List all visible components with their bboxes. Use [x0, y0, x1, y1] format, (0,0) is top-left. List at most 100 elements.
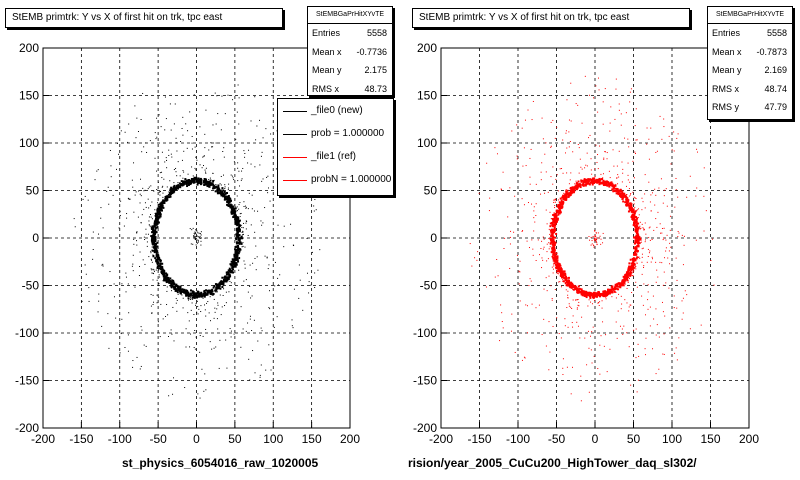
- scatter-point: [556, 211, 559, 214]
- scatter-point: [74, 226, 76, 228]
- scatter-point: [557, 265, 560, 268]
- scatter-point: [557, 204, 560, 207]
- scatter-point: [631, 275, 633, 277]
- scatter-point: [193, 236, 195, 238]
- scatter-point: [195, 232, 197, 234]
- scatter-point: [629, 273, 632, 276]
- scatter-point: [234, 264, 237, 267]
- scatter-point: [146, 151, 148, 153]
- scatter-point: [173, 188, 176, 191]
- scatter-point: [501, 321, 503, 323]
- scatter-point: [227, 269, 230, 272]
- scatter-point: [556, 264, 559, 267]
- scatter-point: [170, 187, 173, 190]
- scatter-point: [127, 334, 129, 336]
- scatter-point: [98, 293, 100, 295]
- scatter-point: [195, 232, 197, 234]
- scatter-point: [211, 348, 213, 350]
- scatter-point: [569, 283, 572, 286]
- scatter-point: [595, 295, 598, 298]
- scatter-point: [260, 155, 262, 157]
- scatter-point: [559, 203, 562, 206]
- scatter-point: [279, 274, 281, 276]
- scatter-point: [191, 179, 194, 182]
- scatter-point: [148, 256, 150, 258]
- scatter-point: [615, 284, 618, 287]
- scatter-point: [127, 141, 129, 143]
- scatter-point: [164, 96, 166, 98]
- scatter-point: [123, 225, 125, 227]
- scatter-point: [555, 259, 558, 262]
- scatter-point: [623, 195, 626, 198]
- scatter-point: [681, 234, 683, 236]
- scatter-point: [644, 314, 646, 316]
- scatter-point: [562, 196, 564, 198]
- scatter-point: [198, 240, 200, 242]
- scatter-point: [665, 282, 667, 284]
- scatter-point: [635, 198, 637, 200]
- scatter-point: [177, 182, 179, 184]
- scatter-point: [604, 151, 606, 153]
- scatter-point: [220, 194, 223, 197]
- scatter-point: [149, 140, 151, 142]
- scatter-point: [602, 179, 605, 182]
- scatter-point: [549, 229, 551, 231]
- scatter-point: [234, 222, 237, 225]
- scatter-point: [556, 174, 558, 176]
- scatter-point: [213, 294, 215, 296]
- scatter-point: [604, 294, 607, 297]
- scatter-point: [195, 179, 197, 181]
- scatter-point: [204, 293, 207, 296]
- scatter-point: [659, 115, 661, 117]
- scatter-point: [638, 256, 640, 258]
- scatter-point: [268, 344, 270, 346]
- scatter-point: [565, 130, 567, 132]
- scatter-point: [217, 184, 220, 187]
- scatter-point: [581, 316, 583, 318]
- scatter-point: [170, 282, 173, 285]
- scatter-point: [550, 231, 553, 234]
- scatter-point: [686, 196, 688, 198]
- scatter-point: [554, 267, 556, 269]
- scatter-point: [585, 292, 588, 295]
- scatter-point: [151, 259, 153, 261]
- scatter-point: [192, 243, 194, 245]
- scatter-point: [600, 292, 603, 295]
- scatter-point: [204, 133, 206, 135]
- scatter-point: [626, 202, 629, 205]
- scatter-point: [138, 275, 140, 277]
- scatter-point: [155, 212, 158, 215]
- scatter-point: [100, 217, 102, 219]
- scatter-point: [655, 308, 657, 310]
- scatter-point: [668, 135, 670, 137]
- scatter-point: [220, 281, 223, 284]
- scatter-point: [637, 343, 639, 345]
- scatter-point: [202, 181, 205, 184]
- scatter-point: [665, 188, 667, 190]
- scatter-point: [552, 235, 555, 238]
- scatter-point: [245, 279, 247, 281]
- scatter-point: [254, 372, 256, 374]
- scatter-point: [594, 235, 596, 237]
- scatter-point: [250, 224, 252, 226]
- scatter-point: [614, 288, 617, 291]
- scatter-point: [636, 262, 638, 264]
- scatter-point: [530, 280, 532, 282]
- scatter-point: [207, 290, 210, 293]
- scatter-point: [664, 315, 666, 317]
- scatter-point: [292, 327, 294, 329]
- scatter-point: [187, 183, 190, 186]
- scatter-point: [579, 337, 581, 339]
- scatter-point: [170, 129, 172, 131]
- right-stats-name: StEMBGaPrHitXYvTE: [708, 7, 792, 24]
- scatter-point: [84, 264, 86, 266]
- scatter-point: [635, 237, 638, 240]
- scatter-point: [145, 345, 147, 347]
- scatter-point: [158, 269, 160, 271]
- scatter-point: [219, 287, 222, 290]
- right-stats-mean-x: Mean x -0.7873: [712, 46, 787, 57]
- scatter-point: [214, 283, 217, 286]
- scatter-point: [554, 201, 556, 203]
- scatter-point: [230, 174, 232, 176]
- scatter-point: [142, 92, 144, 94]
